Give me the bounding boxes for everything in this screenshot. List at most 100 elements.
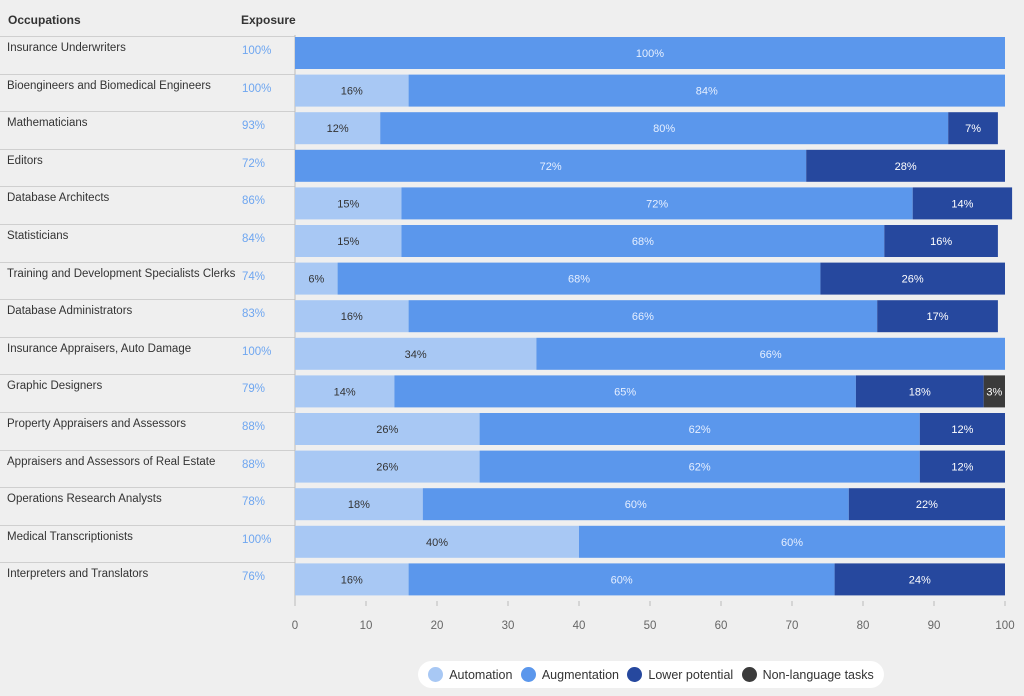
legend-label: Lower potential (648, 667, 734, 682)
data-label: 7% (965, 123, 981, 135)
data-label: 60% (781, 537, 803, 549)
data-label: 66% (760, 349, 782, 361)
legend-item: Non-language tasks (741, 667, 874, 682)
data-label: 18% (909, 386, 931, 398)
bar-segment-augmentation (479, 450, 920, 483)
exposure-value: 76% (242, 571, 266, 584)
x-tick-label: 40 (573, 620, 586, 632)
bar-segment-automation (295, 413, 480, 445)
bar-segment-lower-potential (820, 262, 1005, 295)
bar-segment-automation (295, 563, 409, 596)
legend-label: Automation (449, 667, 513, 682)
data-label: 24% (909, 574, 931, 586)
occupation-label: Appraisers and Assessors of Real Estate (7, 455, 216, 468)
chart-legend: Automation Augmentation Lower potential Non… (418, 661, 884, 688)
exposure-value: 100% (242, 533, 272, 546)
exposure-value: 93% (242, 120, 266, 133)
data-label: 66% (632, 311, 654, 323)
row-divider (0, 524, 295, 526)
data-label: 12% (327, 123, 349, 135)
x-tick-label: 20 (431, 620, 444, 632)
occupations-header: Occupations (8, 13, 81, 27)
data-label: 62% (689, 424, 711, 436)
exposure-value: 88% (242, 421, 266, 433)
bar-segment-automation (295, 375, 395, 408)
bar-segment-lower-potential (919, 413, 1005, 445)
bar-segment-automation (295, 225, 402, 257)
bar-segment-automation (295, 74, 409, 107)
legend-swatch (627, 667, 643, 682)
data-label: 65% (614, 386, 636, 398)
row-divider (0, 449, 295, 451)
occupation-label: Statisticians (7, 230, 69, 242)
row-divider (0, 111, 295, 113)
bar-segment-automation (295, 450, 480, 483)
data-label: 15% (337, 236, 359, 248)
occupation-label: Training and Development Specialists Cle… (7, 267, 236, 280)
data-label: 34% (405, 349, 427, 361)
exposure-header: Exposure (241, 13, 296, 27)
bar-segment-augmentation (479, 413, 920, 445)
bar-segment-automation (295, 488, 423, 521)
data-label: 68% (632, 236, 654, 248)
legend-item: Augmentation (520, 667, 619, 682)
bar-segment-lower-potential (919, 450, 1005, 483)
bar-segment-augmentation (295, 149, 807, 182)
data-label: 68% (568, 274, 590, 286)
bar-segment-automation (295, 300, 409, 333)
data-label: 14% (334, 386, 356, 398)
bar-segment-augmentation (422, 488, 849, 521)
data-label: 17% (927, 311, 949, 323)
bar-segment-lower-potential (912, 187, 1013, 220)
data-label: 84% (696, 86, 718, 98)
bar-segment-augmentation (380, 112, 949, 145)
data-label: 16% (341, 574, 363, 586)
x-tick-label: 90 (928, 620, 941, 632)
exposure-value: 86% (242, 195, 266, 208)
bar-segment-augmentation (337, 262, 821, 295)
row-divider (0, 299, 295, 301)
data-label: 14% (951, 198, 973, 210)
bar-segment-augmentation (408, 300, 878, 333)
data-label: 16% (341, 86, 363, 98)
row-divider (0, 487, 295, 489)
bar-segment-lower-potential (855, 375, 984, 408)
row-divider (0, 374, 295, 376)
data-label: 26% (376, 424, 398, 436)
bar-segment-augmentation (408, 563, 835, 596)
exposure-value: 100% (242, 45, 272, 57)
occupation-label: Interpreters and Translators (7, 568, 149, 581)
bar-segment-augmentation (579, 525, 1005, 558)
exposure-value: 100% (242, 82, 272, 95)
bar-segment-automation (295, 262, 338, 295)
bar-segment-augmentation (401, 187, 913, 220)
legend-item: Automation (428, 667, 512, 682)
bar-segment-augmentation (401, 225, 885, 257)
occupation-label: Operations Research Analysts (7, 493, 162, 506)
data-label: 15% (337, 198, 359, 210)
row-divider (0, 73, 295, 75)
data-label: 3% (986, 386, 1002, 398)
exposure-value: 79% (242, 383, 266, 396)
legend-swatch (741, 667, 757, 682)
bar-segment-non-language-tasks (983, 375, 1005, 408)
bar-segment-lower-potential (884, 225, 998, 257)
data-label: 12% (951, 462, 973, 474)
occupation-label: Insurance Underwriters (7, 42, 126, 54)
row-divider (0, 261, 295, 263)
exposure-value: 72% (242, 157, 266, 170)
data-label: 16% (341, 311, 363, 323)
bar-segment-lower-potential (834, 563, 1005, 596)
row-divider (0, 148, 295, 150)
row-divider (0, 336, 295, 338)
bar-segment-automation (295, 187, 402, 220)
x-tick-label: 10 (360, 620, 373, 632)
occupation-label: Medical Transcriptionists (7, 530, 133, 543)
data-label: 100% (636, 48, 664, 60)
legend-swatch (520, 667, 536, 682)
bar-segment-lower-potential (806, 149, 1005, 182)
exposure-value: 78% (242, 496, 266, 509)
bar-segment-lower-potential (848, 488, 1005, 521)
bar-segment-augmentation (394, 375, 856, 408)
bar-segment-augmentation (295, 37, 1005, 69)
